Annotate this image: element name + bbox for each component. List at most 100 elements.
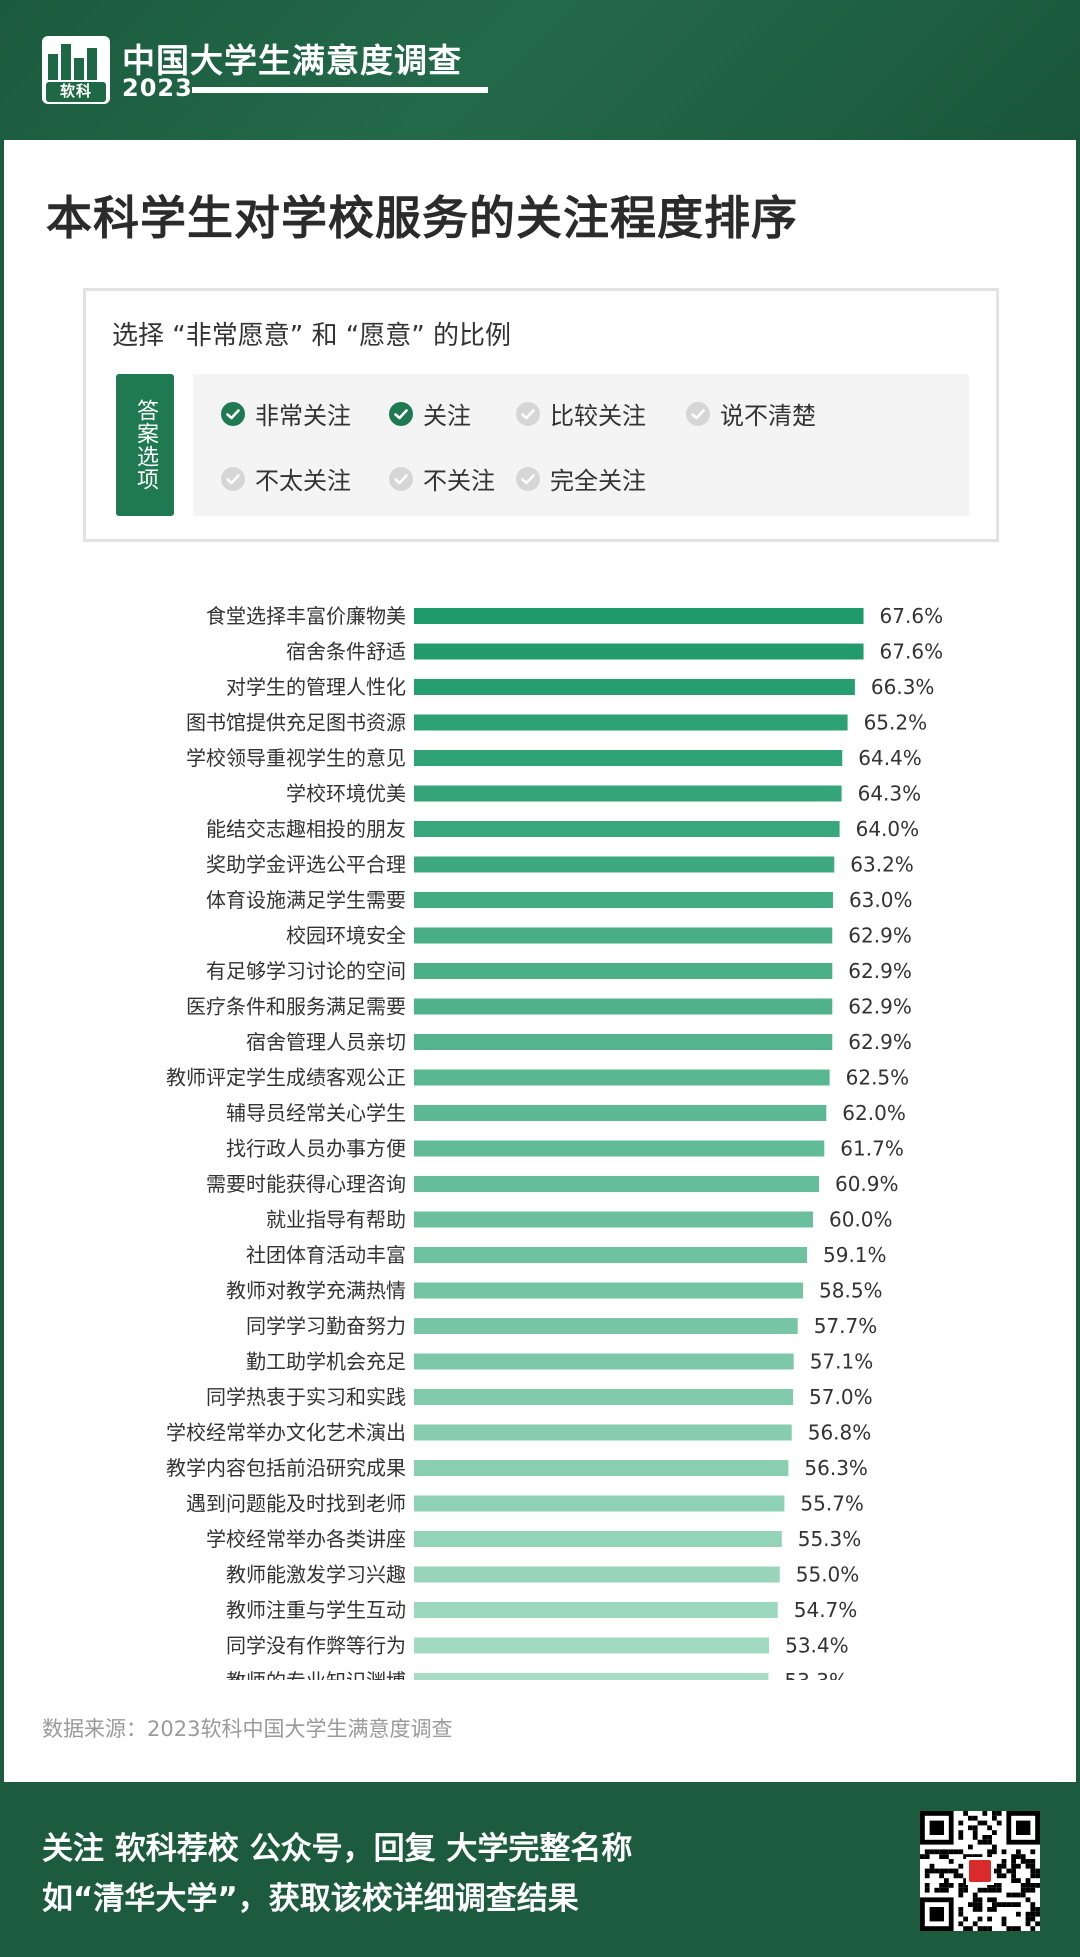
brand-underline	[192, 87, 488, 93]
category-label: 勤工助学机会充足	[246, 1350, 406, 1374]
value-label: 60.9%	[835, 1172, 899, 1196]
legend-box: 选择 “非常愿意” 和 “愿意” 的比例 答案选项 非常关注 关注 比较关注 说…	[83, 288, 999, 542]
value-label: 57.0%	[809, 1385, 873, 1409]
category-label: 学校领导重视学生的意见	[186, 746, 406, 770]
bar	[414, 1602, 778, 1618]
bar	[414, 608, 864, 624]
option-not-very-concerned: 不太关注	[221, 461, 351, 496]
check-icon	[389, 401, 413, 426]
category-label: 社团体育活动丰富	[246, 1243, 406, 1267]
bar	[414, 856, 835, 873]
category-label: 对学生的管理人性化	[226, 675, 406, 699]
option-label: 非常关注	[255, 402, 351, 430]
bar	[414, 1673, 769, 1680]
option-label: 不太关注	[255, 467, 351, 495]
category-label: 宿舍条件舒适	[286, 640, 406, 664]
option-label: 比较关注	[550, 402, 646, 430]
value-label: 62.9%	[848, 1030, 912, 1054]
check-icon	[516, 466, 540, 491]
bar-chart: 食堂选择丰富价廉物美 67.6% 宿舍条件舒适 67.6% 对学生的管理人性化 66.3%…	[166, 604, 944, 1680]
check-icon	[686, 401, 710, 426]
option-label: 不关注	[423, 467, 495, 495]
bar	[414, 892, 833, 908]
bar	[414, 1318, 798, 1334]
value-label: 53.3%	[784, 1669, 848, 1680]
value-label: 62.0%	[842, 1101, 906, 1125]
bar	[414, 1034, 833, 1050]
value-label: 59.1%	[823, 1243, 887, 1267]
page-title: 本科学生对学校服务的关注程度排序	[46, 191, 798, 245]
category-label: 学校经常举办各类讲座	[206, 1527, 406, 1551]
check-icon	[516, 401, 540, 426]
content-card: 本科学生对学校服务的关注程度排序 选择 “非常愿意” 和 “愿意” 的比例 答案…	[4, 140, 1076, 1782]
bar	[414, 750, 843, 766]
check-icon	[389, 466, 413, 491]
bar	[414, 1247, 808, 1263]
value-label: 57.1%	[810, 1350, 874, 1374]
value-label: 64.3%	[858, 782, 922, 806]
qr-badge-icon	[969, 1860, 991, 1882]
category-label: 教师能激发学习兴趣	[226, 1563, 406, 1587]
value-label: 62.5%	[846, 1066, 910, 1090]
bar	[414, 785, 842, 802]
bar	[414, 714, 848, 731]
bar	[414, 1389, 794, 1405]
answer-options-panel: 非常关注 关注 比较关注 说不清楚 不太关注 不关注	[193, 374, 969, 516]
category-label: 校园环境安全	[286, 924, 406, 948]
option-not-concerned: 不关注	[389, 461, 495, 496]
bar	[414, 998, 833, 1015]
option-label: 完全关注	[550, 467, 646, 495]
qr-code[interactable]	[920, 1811, 1040, 1931]
bar	[414, 927, 833, 944]
category-label: 能结交志趣相投的朋友	[206, 817, 406, 841]
category-label: 食堂选择丰富价廉物美	[206, 604, 406, 628]
value-label: 62.9%	[848, 995, 912, 1019]
category-label: 教师注重与学生互动	[226, 1598, 406, 1622]
value-label: 55.3%	[798, 1527, 862, 1551]
answer-options-tag: 答案选项	[116, 374, 174, 516]
option-completely-concerned: 完全关注	[516, 461, 646, 496]
category-label: 教学内容包括前沿研究成果	[166, 1456, 406, 1480]
category-label: 奖助学金评选公平合理	[206, 853, 406, 877]
bar	[414, 1140, 825, 1157]
category-label: 医疗条件和服务满足需要	[186, 995, 406, 1019]
data-source: 数据来源：2023软科中国大学生满意度调查	[42, 1717, 453, 1741]
category-label: 同学学习勤奋努力	[246, 1314, 406, 1338]
footer-line-2: 如“清华大学”，获取该校详细调查结果	[42, 1881, 579, 1917]
bar	[414, 1176, 819, 1192]
option-label: 说不清楚	[720, 402, 816, 430]
value-label: 57.7%	[814, 1314, 878, 1338]
option-concerned: 关注	[389, 396, 471, 431]
option-unsure: 说不清楚	[686, 396, 816, 431]
option-very-concerned: 非常关注	[221, 396, 351, 431]
value-label: 62.9%	[848, 959, 912, 983]
bar	[414, 1105, 827, 1121]
ruanke-logo: 软科	[42, 36, 110, 104]
footer-line-1: 关注 软科荐校 公众号，回复 大学完整名称	[42, 1831, 633, 1867]
value-label: 67.6%	[880, 640, 944, 664]
bar	[414, 1353, 794, 1370]
value-label: 54.7%	[794, 1598, 858, 1622]
value-label: 64.4%	[858, 746, 922, 770]
bar	[414, 1069, 830, 1086]
value-label: 62.9%	[848, 924, 912, 948]
value-label: 67.6%	[880, 604, 944, 628]
check-icon	[221, 466, 245, 491]
bar	[414, 1495, 785, 1512]
value-label: 61.7%	[840, 1137, 904, 1161]
legend-heading: 选择 “非常愿意” 和 “愿意” 的比例	[112, 321, 511, 351]
bar	[414, 1460, 789, 1476]
category-label: 找行政人员办事方便	[226, 1137, 406, 1161]
option-label: 关注	[423, 402, 471, 430]
category-label: 宿舍管理人员亲切	[246, 1030, 406, 1054]
value-label: 65.2%	[864, 711, 928, 735]
category-label: 学校经常举办文化艺术演出	[166, 1421, 406, 1445]
category-label: 同学没有作弊等行为	[226, 1634, 406, 1658]
bar	[414, 1637, 770, 1654]
check-icon	[221, 401, 245, 426]
value-label: 53.4%	[785, 1634, 849, 1658]
brand-year: 2023	[122, 74, 193, 102]
category-label: 同学热衷于实习和实践	[206, 1385, 406, 1409]
bar	[414, 1424, 792, 1441]
brand-title: 中国大学生满意度调查	[122, 41, 462, 80]
